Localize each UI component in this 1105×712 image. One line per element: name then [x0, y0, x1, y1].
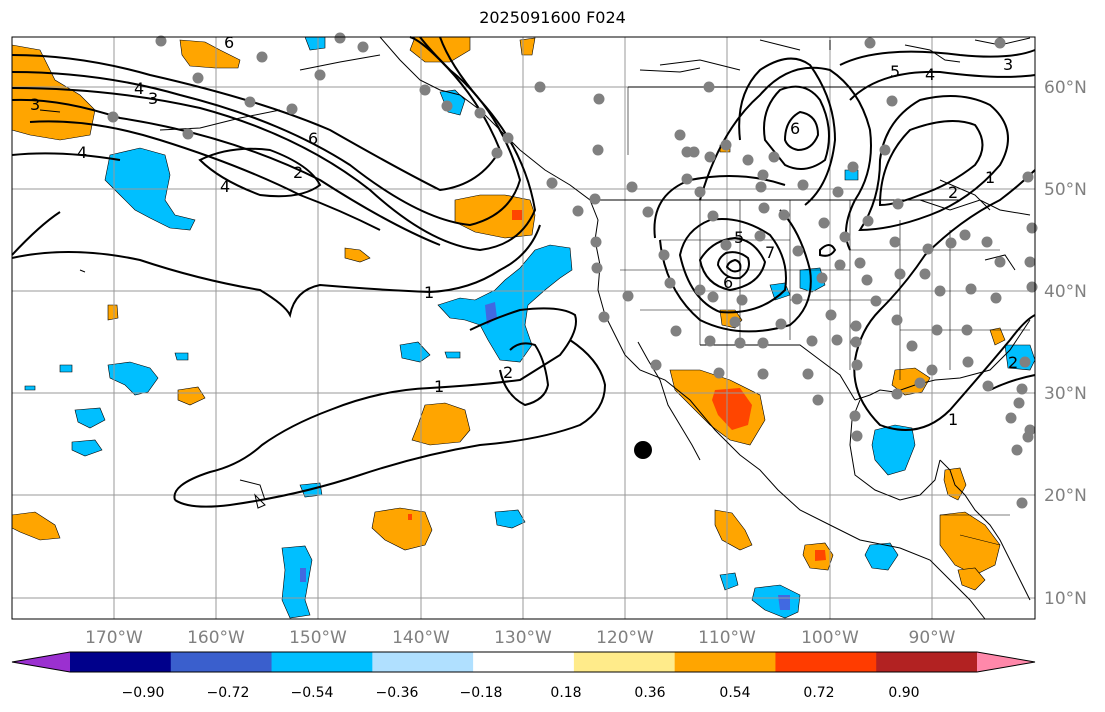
- lon-label: 110°W: [698, 628, 756, 648]
- lat-label: 40°N: [1044, 282, 1087, 302]
- colorbar-segment: [12, 652, 70, 672]
- colorbar-tick-label: 0.90: [888, 685, 919, 701]
- lon-label: 170°W: [85, 628, 143, 648]
- lon-label: 130°W: [494, 628, 552, 648]
- colorbar-segment: [573, 652, 676, 672]
- highlight-marker: [634, 441, 652, 459]
- colorbar-tick-label: 0.36: [634, 685, 665, 701]
- contour-label: 3: [148, 89, 158, 108]
- contour-label: 2: [503, 363, 513, 382]
- colorbar-segment: [271, 652, 373, 672]
- colorbar: −0.90 −0.72 −0.54 −0.36 −0.18 0.18 0.36 …: [11, 651, 1036, 701]
- contour-label: 1: [985, 168, 995, 187]
- lon-label: 150°W: [289, 628, 347, 648]
- colorbar-ticks: −0.90 −0.72 −0.54 −0.36 −0.18 0.18 0.36 …: [122, 685, 920, 701]
- colorbar-tick-label: −0.72: [207, 685, 250, 701]
- map-frame: [11, 36, 1036, 620]
- colorbar-tick-label: −0.36: [376, 685, 419, 701]
- colorbar-segment: [775, 652, 877, 672]
- lon-label: 90°W: [909, 628, 956, 648]
- contour-lines: [11, 36, 1036, 508]
- lon-label: 100°W: [801, 628, 859, 648]
- contour-label: 2: [1008, 353, 1018, 372]
- coastline-layer: [39, 36, 1035, 620]
- colorbar-tick-label: 0.72: [803, 685, 834, 701]
- contour-label: 3: [1003, 55, 1013, 74]
- map-title: 2025091600 F024: [479, 8, 626, 27]
- lat-label: 30°N: [1044, 384, 1087, 404]
- lat-label: 50°N: [1044, 180, 1087, 200]
- lat-label: 20°N: [1044, 486, 1087, 506]
- colorbar-segment: [977, 652, 1035, 672]
- colorbar-segment: [170, 652, 273, 672]
- contour-label: 5: [734, 228, 744, 247]
- lat-axis: 60°N 50°N 40°N 30°N 20°N 10°N: [1044, 78, 1087, 609]
- colorbar-segment: [473, 652, 575, 672]
- contour-label: 6: [308, 129, 318, 148]
- contour-label: 7: [765, 243, 775, 262]
- lon-label: 160°W: [187, 628, 245, 648]
- colorbar-tick-label: −0.18: [460, 685, 503, 701]
- lon-axis: 170°W 160°W 150°W 140°W 130°W 120°W 110°…: [85, 628, 956, 648]
- colorbar-segment: [372, 652, 474, 672]
- negative-anomaly-fill: [24, 36, 1036, 619]
- colorbar-tick-label: −0.90: [122, 685, 165, 701]
- colorbar-segment: [876, 652, 978, 672]
- contour-label: 6: [723, 273, 733, 292]
- contour-label: 2: [293, 163, 303, 182]
- station-markers: [107, 32, 1038, 509]
- lat-label: 10°N: [1044, 589, 1087, 609]
- contour-label: 1: [948, 410, 958, 429]
- contour-label: 1: [434, 377, 444, 396]
- contour-label: 4: [77, 143, 87, 162]
- contour-label: 4: [925, 65, 935, 84]
- colorbar-segment: [674, 652, 776, 672]
- shaded-field-layer: [11, 36, 1036, 619]
- strong-positive-anomaly-fill: [408, 210, 826, 561]
- contour-label: 6: [790, 119, 800, 138]
- colorbar-tick-label: 0.18: [550, 685, 581, 701]
- lat-label: 60°N: [1044, 78, 1087, 98]
- contour-label: 1: [424, 283, 434, 302]
- contour-label: 4: [134, 79, 144, 98]
- colorbar-outline: [11, 651, 1036, 673]
- contour-label: 5: [890, 62, 900, 81]
- contour-label-layer: 1 1 1 1 2 2 2 2 3 3 3 4 4 4 4 5 5 6 6 6 …: [30, 33, 1018, 429]
- colorbar-tick-label: −0.54: [291, 685, 334, 701]
- contour-label: 6: [224, 33, 234, 52]
- contour-label: 4: [220, 177, 230, 196]
- lon-label: 120°W: [596, 628, 654, 648]
- colorbar-segment: [70, 652, 172, 672]
- lon-label: 140°W: [392, 628, 450, 648]
- contour-label: 3: [30, 95, 40, 114]
- contour-label: 2: [948, 183, 958, 202]
- colorbar-tick-label: 0.54: [719, 685, 750, 701]
- colorbar-segments: [11, 651, 1036, 673]
